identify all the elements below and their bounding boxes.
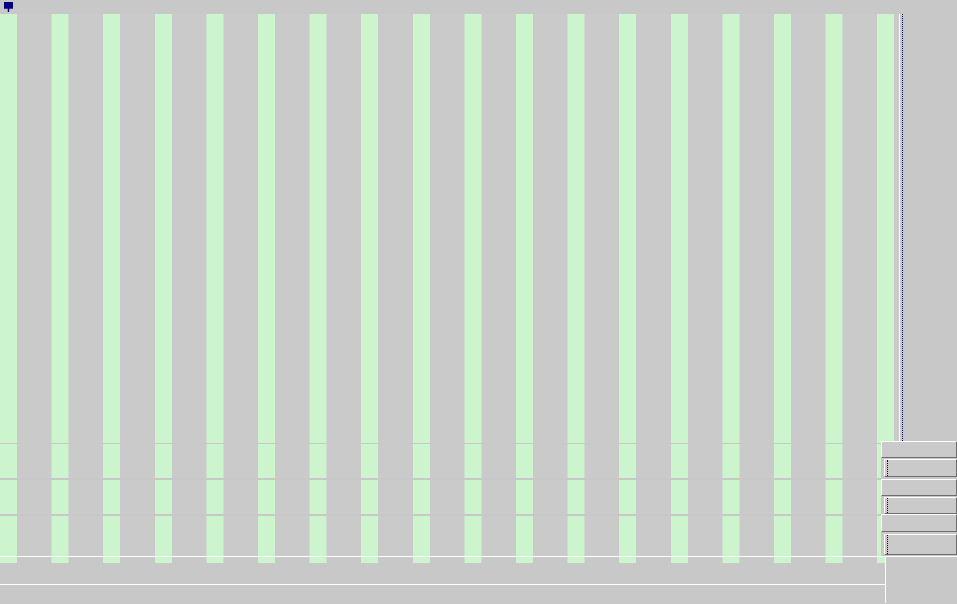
sstoc-plot[interactable]	[0, 444, 881, 478]
stripe-nubs	[0, 557, 885, 563]
instrument-flag-icon	[4, 2, 13, 12]
legend-vlx[interactable]	[4, 55, 7, 67]
price-axis[interactable]	[899, 14, 957, 441]
axis-divider-dotted	[902, 14, 903, 441]
panel-tab-sstoc[interactable]	[881, 441, 957, 458]
legend-dss[interactable]	[4, 517, 7, 529]
legend-ema10[interactable]	[4, 16, 7, 28]
panel-tab-macd[interactable]	[881, 479, 957, 496]
legend-ema200[interactable]	[4, 42, 7, 54]
legend-macd[interactable]	[4, 481, 7, 493]
legend-ema20[interactable]	[4, 29, 7, 41]
dss-plot[interactable]	[0, 516, 881, 556]
macd-axis-stub	[884, 497, 957, 514]
bottom-strip	[0, 584, 885, 604]
legend-sstoc[interactable]	[4, 445, 7, 457]
chart-title-bar	[0, 0, 957, 14]
sstoc-axis-stub	[884, 459, 957, 477]
sstoc-panel[interactable]	[0, 444, 881, 478]
axis-corner-box	[885, 556, 957, 603]
candlestick-plot[interactable]	[0, 14, 899, 443]
price-chart-panel[interactable]	[0, 14, 899, 443]
dss-axis-stub	[884, 534, 957, 555]
macd-plot[interactable]	[0, 480, 881, 514]
dss-bressert-panel[interactable]	[0, 516, 881, 556]
macd-panel[interactable]	[0, 480, 881, 514]
time-axis[interactable]	[0, 556, 885, 585]
panel-tab-bressert[interactable]	[881, 514, 957, 532]
